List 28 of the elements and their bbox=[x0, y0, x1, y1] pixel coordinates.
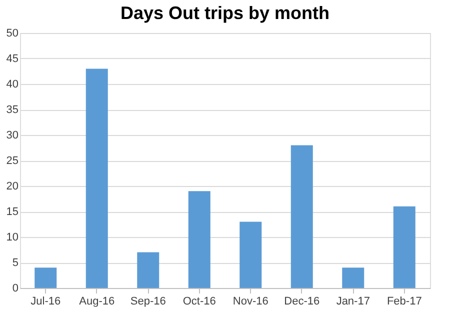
y-tick-label: 10 bbox=[6, 232, 18, 244]
bar bbox=[290, 145, 313, 288]
bar bbox=[86, 68, 108, 288]
x-tick-label: Jan-17 bbox=[336, 296, 370, 308]
x-tick-label: Dec-16 bbox=[284, 296, 320, 308]
x-tick-label: Sep-16 bbox=[130, 296, 166, 308]
bar bbox=[342, 268, 364, 288]
bar bbox=[240, 222, 262, 288]
bar bbox=[137, 252, 160, 288]
y-tick-label: 0 bbox=[12, 282, 18, 294]
y-tick-label: 25 bbox=[6, 155, 18, 167]
x-tick-label: Feb-17 bbox=[386, 296, 422, 308]
bar bbox=[188, 191, 210, 288]
chart-title: Days Out trips by month bbox=[120, 3, 330, 23]
y-tick-label: 20 bbox=[6, 180, 18, 192]
bar bbox=[393, 206, 416, 288]
y-tick-label: 35 bbox=[6, 104, 18, 116]
x-tick-label: Nov-16 bbox=[232, 296, 268, 308]
x-tick-label: Aug-16 bbox=[79, 296, 115, 308]
y-tick-label: 50 bbox=[6, 28, 18, 40]
bar bbox=[34, 268, 57, 288]
x-tick-label: Oct-16 bbox=[182, 296, 216, 308]
x-tick-label: Jul-16 bbox=[30, 296, 61, 308]
y-tick-label: 40 bbox=[6, 78, 18, 90]
y-tick-label: 45 bbox=[6, 53, 18, 65]
y-tick-label: 5 bbox=[12, 257, 18, 269]
y-tick-label: 15 bbox=[6, 206, 18, 218]
y-tick-label: 30 bbox=[6, 130, 18, 142]
